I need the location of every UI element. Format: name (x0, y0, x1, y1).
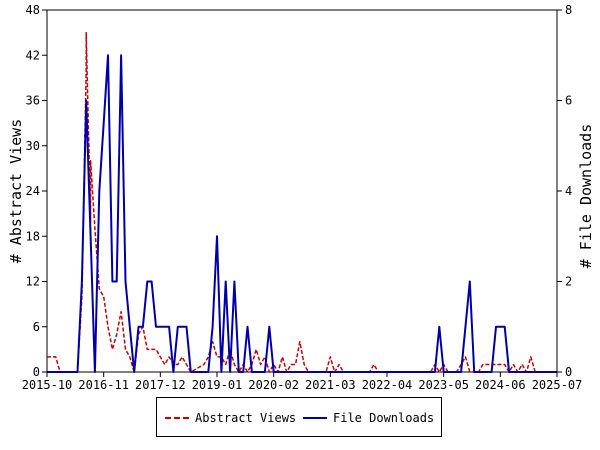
y-left-tick-label: 18 (26, 229, 40, 243)
y-left-tick-label: 24 (26, 184, 40, 198)
y-right-tick-label: 6 (565, 94, 572, 108)
legend-label-file-downloads: File Downloads (333, 411, 435, 425)
y-axis-right-title: # File Downloads (577, 124, 595, 269)
y-left-tick-label: 48 (26, 3, 40, 17)
x-tick-label: 2019-01 (192, 378, 243, 392)
y-left-tick-label: 12 (26, 275, 40, 289)
x-tick-label: 2017-12 (135, 378, 186, 392)
x-tick-label: 2024-06 (475, 378, 526, 392)
y-right-tick-label: 2 (565, 275, 572, 289)
left-axis: 0 6 12 18 24 30 36 42 48 (26, 3, 47, 379)
y-right-tick-label: 4 (565, 184, 572, 198)
y-left-tick-label: 42 (26, 48, 40, 62)
legend-swatch-file-downloads (303, 417, 327, 419)
series-layer (47, 31, 557, 373)
legend-swatch-abstract-views (165, 417, 189, 419)
legend-item-abstract-views: Abstract Views (165, 398, 296, 438)
x-tick-label: 2016-11 (78, 378, 129, 392)
y-left-tick-label: 6 (33, 320, 40, 334)
legend-label-abstract-views: Abstract Views (195, 411, 297, 425)
x-tick-label: 2021-03 (305, 378, 356, 392)
x-tick-label: 2023-05 (418, 378, 469, 392)
x-tick-label: 2025-07 (532, 378, 583, 392)
x-tick-label: 2015-10 (22, 378, 73, 392)
y-left-tick-label: 30 (26, 139, 40, 153)
right-axis: 0 2 4 6 8 (557, 3, 572, 379)
y-axis-left-title: # Abstract Views (7, 119, 25, 264)
y-left-tick-label: 36 (26, 94, 40, 108)
bottom-axis: 2015-10 2016-11 2017-12 2019-01 2020-02 2021-… (22, 372, 583, 392)
x-tick-label: 2022-04 (362, 378, 413, 392)
y-right-tick-label: 8 (565, 3, 572, 17)
legend: Abstract Views File Downloads (156, 397, 442, 437)
legend-item-file-downloads: File Downloads (303, 398, 434, 438)
y-right-tick-label: 0 (565, 365, 572, 379)
y-left-tick-label: 0 (33, 365, 40, 379)
series-line-file-downloads (47, 54, 557, 373)
x-tick-label: 2020-02 (248, 378, 299, 392)
